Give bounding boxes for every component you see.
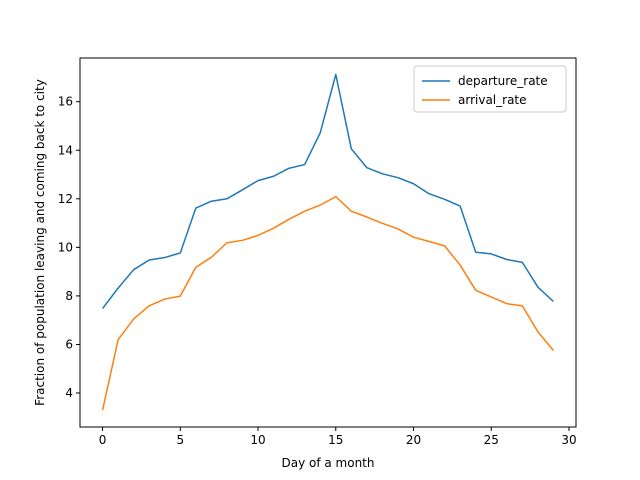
series-line-arrival-rate	[101, 195, 555, 411]
legend-label: departure_rate	[458, 74, 548, 88]
y-tick-label: 14	[58, 143, 73, 157]
x-tick-label: 0	[99, 433, 107, 447]
y-tick-label: 12	[58, 192, 73, 206]
plot-frame	[79, 57, 577, 428]
x-axis-ticks: 0 5 10 15 20 25 30	[99, 427, 577, 447]
x-axis-label: Day of a month	[281, 456, 374, 470]
y-tick-label: 16	[58, 95, 73, 109]
x-tick-label: 20	[406, 433, 421, 447]
y-tick-label: 8	[65, 289, 73, 303]
x-tick-label: 5	[176, 433, 184, 447]
x-tick-label: 25	[484, 433, 499, 447]
y-axis-label: Fraction of population leaving and comin…	[33, 79, 47, 406]
legend: departure_rate arrival_rate	[413, 65, 567, 113]
series-line-departure-rate	[101, 73, 554, 309]
legend-box	[413, 65, 567, 113]
x-tick-label: 10	[250, 433, 265, 447]
y-tick-label: 4	[65, 386, 73, 400]
y-axis-ticks: 4 6 8 10 12 14 16	[58, 95, 80, 400]
y-tick-label: 10	[58, 240, 73, 254]
x-tick-label: 15	[328, 433, 343, 447]
y-tick-label: 6	[65, 337, 73, 351]
x-tick-label: 30	[561, 433, 576, 447]
legend-label: arrival_rate	[458, 93, 527, 107]
series-lines	[101, 73, 555, 411]
